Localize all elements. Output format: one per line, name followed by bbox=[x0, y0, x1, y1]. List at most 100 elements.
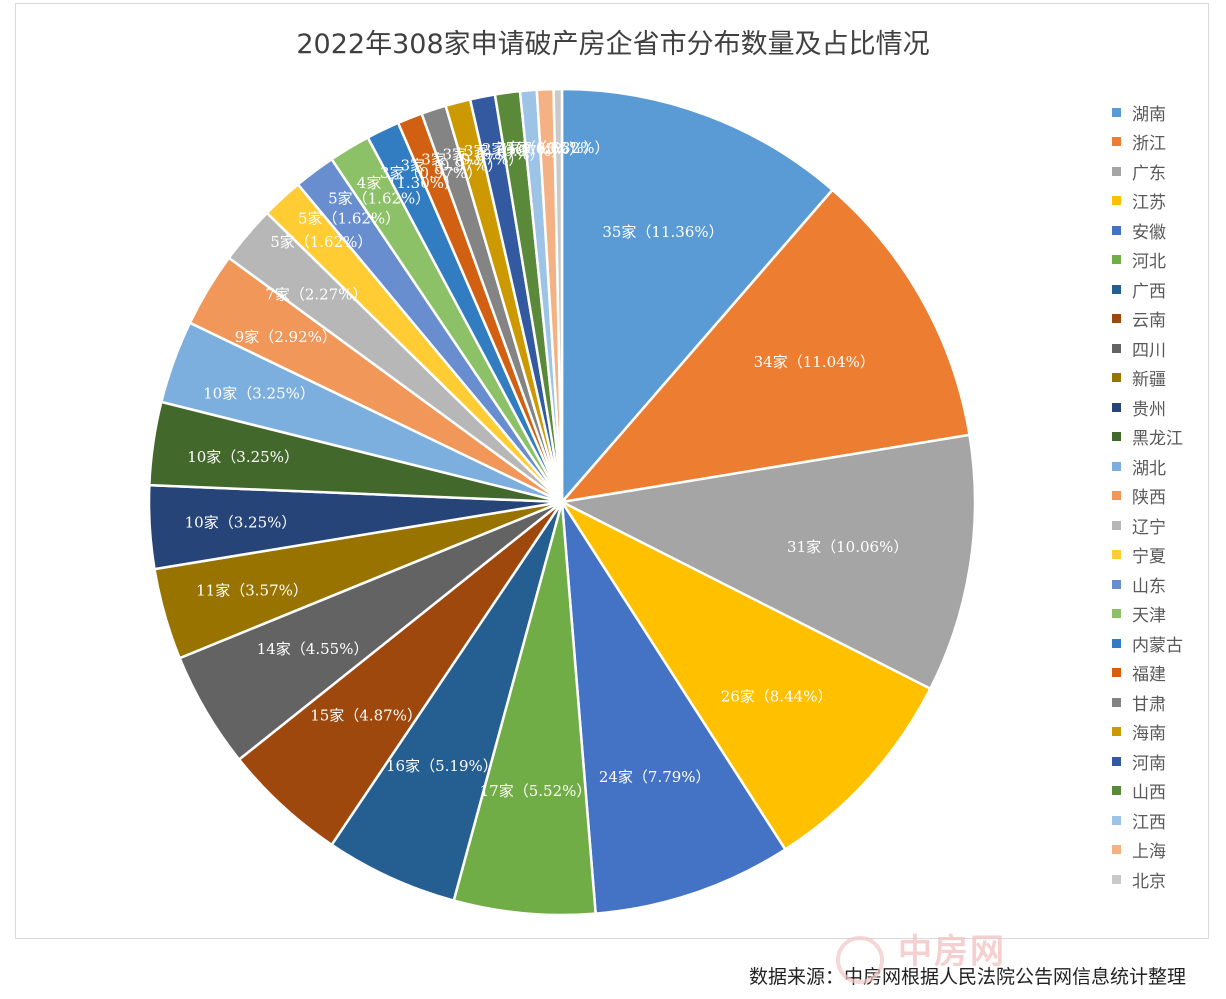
pie-slice-26 bbox=[552, 87, 564, 503]
legend-label: 四川 bbox=[1132, 340, 1166, 361]
pie-slice-3 bbox=[558, 498, 933, 852]
pie-slice-4 bbox=[560, 501, 788, 915]
legend-swatch bbox=[1112, 520, 1121, 530]
legend-swatch bbox=[1112, 727, 1121, 736]
legend-label: 北京 bbox=[1132, 871, 1166, 892]
legend-swatch bbox=[1112, 874, 1121, 884]
pie-data-label-24: 2家（0.65%） bbox=[482, 140, 584, 158]
pie-data-label-13: 9家（2.92%） bbox=[235, 328, 337, 346]
legend-swatch bbox=[1112, 107, 1121, 117]
pie-data-label-15: 5家（1.62%） bbox=[270, 233, 372, 251]
legend-item: 内蒙古 bbox=[1112, 631, 1183, 656]
legend-item: 山西 bbox=[1112, 779, 1166, 803]
legend-swatch bbox=[1112, 668, 1121, 677]
legend-swatch bbox=[1112, 196, 1121, 205]
legend-swatch bbox=[1112, 609, 1121, 618]
legend-label: 广东 bbox=[1132, 163, 1166, 184]
pie-data-label-7: 15家（4.87%） bbox=[310, 707, 422, 725]
legend-label: 宁夏 bbox=[1132, 547, 1166, 567]
pie-data-label-16: 5家（1.62%） bbox=[298, 210, 400, 228]
pie-data-label-2: 31家（10.06%） bbox=[787, 538, 908, 556]
legend-item: 广西 bbox=[1112, 277, 1166, 302]
legend-item: 福建 bbox=[1112, 661, 1166, 685]
legend-label: 海南 bbox=[1132, 724, 1166, 744]
legend-item: 黑龙江 bbox=[1112, 425, 1183, 449]
legend-item: 云南 bbox=[1112, 307, 1166, 331]
legend-swatch bbox=[1112, 461, 1121, 471]
pie-data-label-22: 3家（0.97%） bbox=[442, 146, 544, 164]
legend-label: 甘肃 bbox=[1132, 694, 1166, 715]
pie-data-label-12: 10家（3.25%） bbox=[203, 385, 315, 403]
pie-slice-5 bbox=[452, 501, 598, 917]
legend-label: 湖北 bbox=[1132, 458, 1166, 479]
chart-title: 2022年308家申请破产房企省市分布数量及占比情况 bbox=[296, 29, 930, 60]
legend-item: 河北 bbox=[1112, 248, 1166, 272]
legend-label: 黑龙江 bbox=[1132, 429, 1183, 449]
legend-label: 内蒙古 bbox=[1132, 635, 1183, 656]
legend-swatch bbox=[1112, 638, 1121, 648]
legend-item: 江苏 bbox=[1112, 189, 1166, 213]
legend-item: 安徽 bbox=[1112, 218, 1166, 243]
legend-swatch bbox=[1112, 284, 1121, 294]
pie-slice-1 bbox=[558, 188, 971, 504]
legend-label: 浙江 bbox=[1132, 134, 1166, 154]
legend-item: 新疆 bbox=[1112, 366, 1166, 390]
legend-label: 天津 bbox=[1132, 606, 1166, 626]
pie-slice-0 bbox=[560, 87, 835, 506]
legend-item: 陕西 bbox=[1112, 484, 1166, 508]
watermark-text: 中房网 bbox=[898, 932, 1006, 972]
legend-swatch bbox=[1112, 579, 1121, 589]
pie-data-label-23: 3家（0.97%） bbox=[464, 142, 566, 160]
legend-label: 山西 bbox=[1132, 783, 1166, 803]
legend-item: 江西 bbox=[1112, 808, 1166, 833]
pie-data-label-17: 5家（1.62%） bbox=[328, 190, 430, 208]
legend-swatch bbox=[1112, 756, 1121, 766]
legend-label: 山东 bbox=[1132, 576, 1166, 597]
legend-item: 天津 bbox=[1112, 602, 1166, 626]
pie-data-label-5: 17家（5.52%） bbox=[480, 782, 592, 800]
pie-data-label-9: 11家（3.57%） bbox=[196, 582, 308, 600]
pie-data-label-0: 35家（11.36%） bbox=[602, 223, 723, 241]
pie-data-labels: 35家（11.36%） 34家（11.04%） 31家（10.06%） 26家（8.4… bbox=[185, 139, 909, 800]
pie-data-label-4: 24家（7.79%） bbox=[599, 768, 711, 786]
legend-label: 陕西 bbox=[1132, 488, 1166, 508]
legend-swatch bbox=[1112, 343, 1121, 353]
legend-swatch bbox=[1112, 845, 1121, 854]
pie-data-label-6: 16家（5.19%） bbox=[386, 757, 498, 775]
legend-item: 辽宁 bbox=[1112, 513, 1166, 538]
legend-swatch bbox=[1112, 166, 1121, 176]
legend-label: 江苏 bbox=[1132, 193, 1166, 213]
pie-data-label-21: 3家（0.97%） bbox=[421, 150, 523, 168]
pie-data-label-11: 10家（3.25%） bbox=[187, 448, 299, 466]
legend-item: 湖南 bbox=[1112, 100, 1166, 125]
legend-item: 山东 bbox=[1112, 572, 1166, 597]
legend-swatch bbox=[1112, 225, 1121, 235]
legend-label: 江西 bbox=[1132, 812, 1166, 833]
pie-data-label-8: 14家（4.55%） bbox=[257, 640, 369, 658]
legend-swatch bbox=[1112, 137, 1121, 146]
legend-item: 海南 bbox=[1112, 720, 1166, 744]
legend-item: 甘肃 bbox=[1112, 690, 1166, 715]
legend-label: 河北 bbox=[1132, 252, 1166, 272]
pie-slice-2 bbox=[558, 433, 977, 691]
legend-label: 云南 bbox=[1132, 311, 1166, 331]
legend-swatch bbox=[1112, 491, 1121, 500]
legend-swatch bbox=[1112, 786, 1121, 795]
legend-label: 辽宁 bbox=[1132, 517, 1166, 538]
pie-data-label-3: 26家（8.44%） bbox=[721, 688, 833, 706]
legend-label: 湖南 bbox=[1132, 104, 1166, 125]
legend-item: 上海 bbox=[1112, 838, 1166, 862]
legend-label: 安徽 bbox=[1132, 222, 1166, 243]
pie-slices bbox=[147, 87, 977, 917]
legend-item: 浙江 bbox=[1112, 130, 1166, 154]
legend-swatch bbox=[1112, 550, 1121, 559]
legend-label: 新疆 bbox=[1132, 370, 1166, 390]
pie-data-label-19: 3家（0.97%） bbox=[380, 164, 482, 182]
legend-item: 四川 bbox=[1112, 336, 1166, 361]
pie-data-label-14: 7家（2.27%） bbox=[265, 286, 367, 304]
legend-swatch bbox=[1112, 402, 1121, 412]
legend-swatch bbox=[1112, 373, 1121, 382]
watermark-logo bbox=[836, 936, 884, 984]
legend-label: 贵州 bbox=[1132, 399, 1166, 420]
